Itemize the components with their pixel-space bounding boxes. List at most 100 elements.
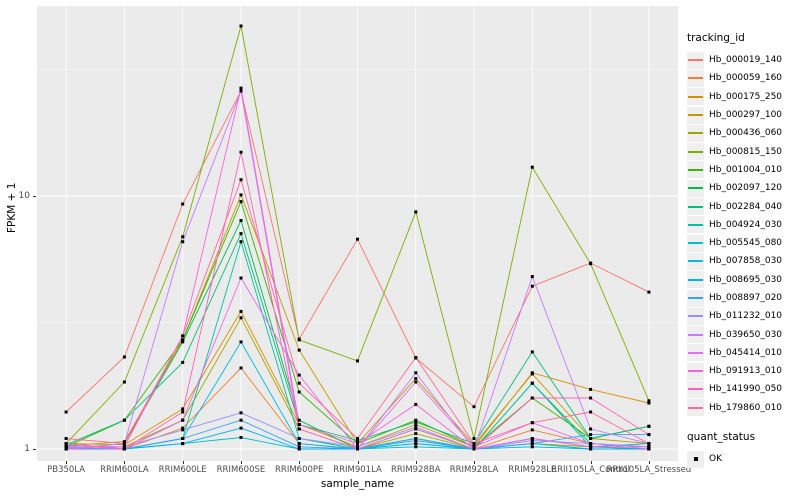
data-point-marker — [414, 402, 418, 406]
x-tick-label: RRIM600PE — [275, 465, 324, 475]
data-point-marker — [64, 447, 68, 451]
legend-line-icon — [688, 370, 703, 373]
y-tick-mark — [33, 448, 36, 450]
legend-line-icon — [688, 150, 703, 153]
legend-item-label: Hb_000815_150 — [709, 146, 783, 157]
data-point-marker — [181, 442, 185, 446]
data-point-marker — [530, 284, 534, 288]
legend-item: Hb_008897_020 — [687, 289, 799, 307]
legend-item-label: Hb_000297_100 — [709, 110, 783, 121]
legend-key-swatch — [687, 252, 704, 270]
legend-key-swatch — [687, 399, 704, 417]
legend-line-icon — [688, 278, 703, 281]
data-point-marker — [122, 355, 126, 359]
data-point-marker — [530, 421, 534, 425]
data-point-marker — [239, 150, 243, 154]
data-point-marker — [297, 445, 301, 449]
x-tick-label: RRII105LA_Stressed — [606, 465, 692, 475]
legend-item-label: Hb_004924_030 — [709, 219, 783, 230]
legend-line-icon — [688, 242, 703, 245]
data-point-marker — [530, 350, 534, 354]
legend-item-label: Hb_007858_030 — [709, 256, 783, 267]
data-point-marker — [297, 427, 301, 431]
legend-item: Hb_000815_150 — [687, 142, 799, 161]
legend-line-icon — [688, 114, 703, 117]
x-tick-label: PB350LA — [47, 465, 86, 475]
data-point-marker — [122, 447, 126, 451]
data-point-marker — [472, 445, 476, 449]
data-point-marker — [414, 371, 418, 375]
data-point-marker — [297, 390, 301, 394]
data-point-marker — [181, 426, 185, 430]
legend-key-swatch — [687, 450, 704, 468]
data-point-marker — [181, 202, 185, 206]
data-point-marker — [414, 442, 418, 446]
data-point-marker — [647, 442, 651, 446]
legend-item: Hb_045414_010 — [687, 344, 799, 362]
data-point-marker — [122, 380, 126, 384]
data-point-marker — [414, 445, 418, 449]
legend-item-label: Hb_000019_140 — [709, 55, 783, 66]
x-tick-mark — [474, 461, 476, 464]
data-point-marker — [414, 377, 418, 380]
legend-item: Hb_004924_030 — [687, 216, 799, 234]
legend-item-label: Hb_008695_030 — [709, 274, 783, 285]
legend-item-label: Hb_008897_020 — [709, 293, 783, 303]
legend-item: Hb_000175_250 — [687, 88, 799, 106]
data-point-marker — [122, 442, 126, 446]
legend-item-label: Hb_011232_010 — [709, 311, 783, 322]
data-point-marker — [589, 447, 593, 451]
data-point-marker — [356, 439, 359, 442]
legend-key-swatch — [687, 362, 704, 380]
data-point-marker — [239, 436, 243, 439]
data-point-marker — [530, 439, 534, 442]
data-point-marker — [181, 334, 185, 338]
legend-item: Hb_011232_010 — [687, 307, 799, 325]
legend-item-label: Hb_005545_080 — [709, 238, 783, 249]
legend-item-label: Hb_000059_160 — [709, 73, 783, 84]
data-point-marker — [589, 262, 593, 266]
data-point-marker — [239, 366, 243, 370]
legend-line-icon — [688, 77, 703, 80]
data-point-marker — [647, 447, 651, 451]
legend: tracking_id Hb_000019_140 Hb_000059_160 Hb… — [687, 32, 799, 468]
data-point-marker — [239, 316, 243, 320]
data-point-marker — [356, 359, 359, 363]
data-point-marker — [181, 338, 185, 342]
legend-item-label: Hb_141990_050 — [709, 384, 783, 395]
legend-item: Hb_000019_140 — [687, 51, 799, 69]
data-point-marker — [64, 445, 68, 449]
data-point-marker — [297, 348, 301, 352]
data-point-marker — [414, 427, 418, 431]
legend-item: Hb_000436_060 — [687, 124, 799, 142]
legend-key-swatch — [687, 161, 704, 179]
legend-line-icon — [688, 59, 703, 62]
data-point-marker — [414, 425, 418, 429]
legend-title-quant-status: quant_status — [687, 430, 756, 443]
plot-panel — [37, 6, 678, 461]
data-point-marker — [647, 290, 651, 294]
legend-line-icon — [688, 223, 703, 226]
data-point-marker — [356, 237, 359, 241]
data-point-marker — [181, 240, 185, 244]
legend-item: Hb_001004_010 — [687, 161, 799, 179]
legend-item: Hb_091913_010 — [687, 362, 799, 380]
data-point-marker — [414, 356, 418, 359]
data-point-marker — [530, 396, 534, 400]
legend-item-label: Hb_002097_120 — [709, 183, 783, 194]
data-point-marker — [414, 437, 418, 440]
data-point-marker — [181, 360, 185, 364]
data-point-marker — [181, 340, 185, 344]
data-point-marker — [239, 418, 243, 422]
legend-item-label: Hb_179860_010 — [709, 402, 783, 413]
data-point-marker — [589, 427, 593, 431]
data-point-marker — [297, 373, 301, 377]
legend-key-swatch — [687, 289, 704, 307]
data-point-marker — [647, 445, 651, 449]
data-point-marker — [472, 447, 476, 451]
legend-item: Hb_002284_040 — [687, 197, 799, 216]
x-tick-mark — [66, 461, 68, 464]
data-point-marker — [181, 235, 185, 239]
data-point-marker — [239, 193, 243, 197]
